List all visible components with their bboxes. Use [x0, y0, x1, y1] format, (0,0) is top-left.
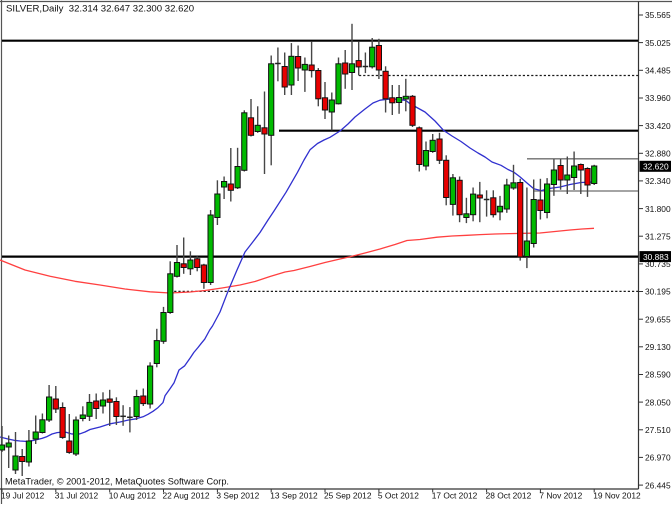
svg-text:32.880: 32.880	[645, 149, 671, 159]
svg-text:3 Sep 2012: 3 Sep 2012	[216, 491, 259, 501]
svg-text:10 Aug 2012: 10 Aug 2012	[109, 491, 156, 501]
svg-text:26.445: 26.445	[645, 480, 671, 490]
svg-text:31.800: 31.800	[645, 204, 671, 214]
svg-text:25 Sep 2012: 25 Sep 2012	[324, 491, 372, 501]
svg-text:34.485: 34.485	[645, 66, 671, 76]
svg-text:33.420: 33.420	[645, 121, 671, 131]
svg-text:35.025: 35.025	[645, 38, 671, 48]
svg-text:MetaTrader, © 2001-2012, MetaQ: MetaTrader, © 2001-2012, MetaQuotes Soft…	[5, 477, 229, 487]
svg-text:30.883: 30.883	[643, 252, 669, 262]
svg-text:30.735: 30.735	[645, 259, 671, 269]
svg-text:19 Jul 2012: 19 Jul 2012	[1, 491, 45, 501]
svg-text:28 Oct 2012: 28 Oct 2012	[486, 491, 532, 501]
svg-text:22 Aug 2012: 22 Aug 2012	[163, 491, 210, 501]
svg-text:26.970: 26.970	[645, 453, 671, 463]
svg-text:28.050: 28.050	[645, 397, 671, 407]
svg-text:19 Nov 2012: 19 Nov 2012	[593, 491, 641, 501]
svg-text:29.130: 29.130	[645, 342, 671, 352]
svg-text:31.275: 31.275	[645, 231, 671, 241]
svg-text:31 Jul 2012: 31 Jul 2012	[55, 491, 99, 501]
svg-text:5 Oct 2012: 5 Oct 2012	[378, 491, 419, 501]
svg-text:7 Nov 2012: 7 Nov 2012	[539, 491, 582, 501]
svg-text:29.655: 29.655	[645, 314, 671, 324]
svg-text:28.590: 28.590	[645, 370, 671, 380]
svg-text:32.620: 32.620	[643, 162, 669, 172]
svg-text:13 Sep 2012: 13 Sep 2012	[270, 491, 318, 501]
svg-text:33.960: 33.960	[645, 93, 671, 103]
svg-text:35.565: 35.565	[645, 10, 671, 20]
svg-text:27.510: 27.510	[645, 425, 671, 435]
svg-text:30.195: 30.195	[645, 287, 671, 297]
svg-text:SILVER,Daily 32.314 32.647 32: SILVER,Daily 32.314 32.647 32.300 32.620	[6, 4, 194, 15]
svg-text:17 Oct 2012: 17 Oct 2012	[432, 491, 478, 501]
svg-text:32.340: 32.340	[645, 176, 671, 186]
